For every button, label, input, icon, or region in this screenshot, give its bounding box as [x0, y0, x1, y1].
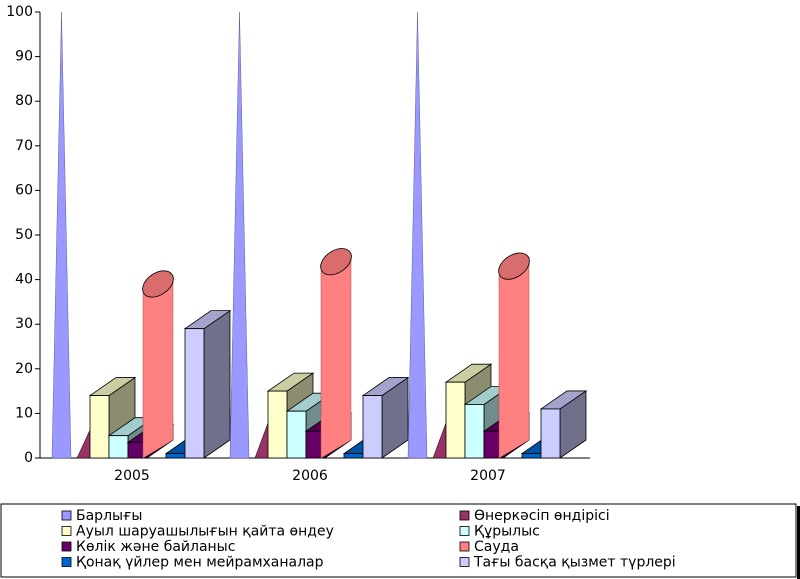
bar-front: [286, 410, 307, 459]
bar: [407, 11, 428, 459]
y-tick-label: 30: [15, 316, 33, 332]
bar-front: [343, 453, 364, 459]
cone: [229, 11, 250, 459]
bar-front: [362, 395, 383, 459]
legend-shadow: [797, 506, 800, 579]
y-tick-label: 70: [15, 138, 33, 154]
y-tick-label: 80: [15, 93, 33, 109]
bar-side: [203, 309, 231, 459]
bar-front: [165, 453, 186, 459]
y-tick-label: 0: [24, 450, 33, 466]
legend-label: Барлығы: [76, 508, 142, 524]
y-tick-label: 10: [15, 405, 33, 421]
bar-front: [540, 408, 561, 459]
legend-label: Құрылыс: [474, 524, 540, 540]
bar: [142, 270, 174, 459]
legend-swatch: [61, 526, 72, 536]
bar: [51, 11, 72, 459]
bar: [229, 11, 250, 459]
legend-box: [0, 503, 797, 578]
cone: [51, 11, 72, 459]
x-tick-label: 2007: [470, 468, 506, 484]
bar-front: [267, 390, 288, 459]
legend-label: Ауыл шаруашылығын қайта өндеу: [76, 524, 334, 540]
legend-label: Өнеркәсіп өндірісі: [474, 508, 610, 524]
x-tick-label: 2005: [114, 468, 150, 484]
cylinder-top: [498, 252, 530, 280]
bar-front: [108, 435, 129, 459]
legend-swatch: [459, 541, 470, 552]
cylinder-body: [320, 252, 352, 459]
bar: [498, 252, 530, 459]
cone: [407, 11, 428, 459]
bar: [183, 309, 232, 459]
legend-label: Көлік және байланыс: [76, 539, 235, 555]
y-tick-label: 100: [6, 4, 33, 20]
y-tick-label: 60: [15, 182, 33, 198]
y-tick-label: 50: [15, 227, 33, 243]
x-tick-label: 2006: [292, 468, 328, 484]
legend-label: Сауда: [474, 539, 519, 555]
bar: [539, 390, 588, 459]
y-tick-label: 20: [15, 361, 33, 377]
bar-front: [464, 404, 485, 459]
cylinder-top: [142, 270, 174, 298]
bar: [320, 248, 352, 459]
legend-label: Тағы басқа қызмет түрлері: [473, 555, 676, 571]
bar-front: [184, 328, 205, 459]
y-tick-label: 90: [15, 49, 33, 65]
cylinder-top: [320, 248, 352, 276]
cylinder-body: [498, 256, 530, 459]
legend-swatch: [61, 510, 72, 521]
bar: [361, 376, 410, 459]
bar-front: [445, 381, 466, 459]
legend-swatch: [61, 541, 72, 552]
legend-swatch: [459, 510, 470, 521]
legend-swatch: [459, 557, 470, 567]
legend-swatch: [459, 526, 470, 536]
bar-front: [89, 395, 110, 459]
cylinder-body: [142, 274, 174, 459]
legend-label: Қонақ үйлер мен мейрамханалар: [76, 555, 324, 571]
legend-swatch: [61, 557, 72, 567]
y-tick-label: 40: [15, 272, 33, 288]
bar-front: [521, 453, 542, 459]
